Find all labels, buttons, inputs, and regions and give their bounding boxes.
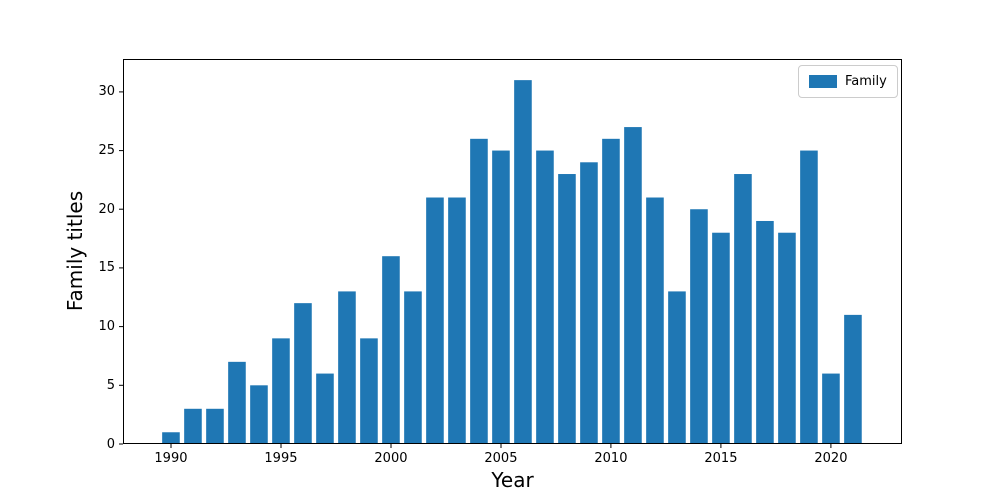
x-tick-label: 1990: [154, 451, 188, 466]
bar-1999: [360, 338, 378, 444]
bar-2004: [470, 138, 488, 444]
bar-1993: [228, 361, 246, 444]
bar-1994: [250, 385, 268, 444]
bar-1996: [294, 303, 312, 444]
bar-2017: [756, 220, 774, 444]
bar-2008: [558, 174, 576, 444]
x-tick-label: 1995: [264, 451, 298, 466]
bar-2000: [382, 256, 400, 444]
bar-1997: [316, 373, 334, 444]
bar-2001: [404, 291, 422, 444]
bar-2005: [492, 150, 510, 445]
x-tick-label: 2005: [484, 451, 518, 466]
x-tick-label: 2000: [374, 451, 408, 466]
plot-frame: [123, 59, 902, 444]
bar-2013: [668, 291, 686, 444]
bar-1998: [338, 291, 356, 444]
bar-1991: [184, 408, 202, 444]
y-tick-label: 30: [98, 84, 115, 100]
x-tick-label: 2010: [594, 451, 628, 466]
y-tick-label: 10: [98, 319, 115, 335]
legend-swatch: [809, 75, 837, 88]
bar-2021: [844, 314, 862, 444]
legend-label: Family: [845, 74, 887, 89]
bar-2003: [448, 197, 466, 444]
bar-2006: [514, 80, 532, 444]
bar-2015: [712, 232, 730, 444]
bar-2011: [624, 127, 642, 444]
bar-2002: [426, 197, 444, 444]
bar-2012: [646, 197, 664, 444]
x-tick-label: 2020: [814, 451, 848, 466]
bar-2009: [580, 162, 598, 445]
bar-2020: [822, 373, 840, 444]
y-tick-label: 0: [106, 436, 115, 452]
legend: Family: [798, 65, 898, 98]
bar-1995: [272, 338, 290, 444]
bar-1990: [162, 432, 180, 444]
y-tick-label: 25: [98, 143, 115, 159]
bar-2018: [778, 232, 796, 444]
bar-2019: [800, 150, 818, 445]
x-axis-label: Year: [491, 468, 534, 492]
x-tick-label: 2015: [704, 451, 738, 466]
y-tick-label: 5: [106, 377, 115, 393]
bar-2007: [536, 150, 554, 445]
bar-2010: [602, 138, 620, 444]
y-tick-label: 20: [98, 201, 115, 217]
y-tick-label: 15: [98, 260, 115, 276]
bar-2016: [734, 174, 752, 444]
bar-1992: [206, 408, 224, 444]
bar-2014: [690, 209, 708, 444]
